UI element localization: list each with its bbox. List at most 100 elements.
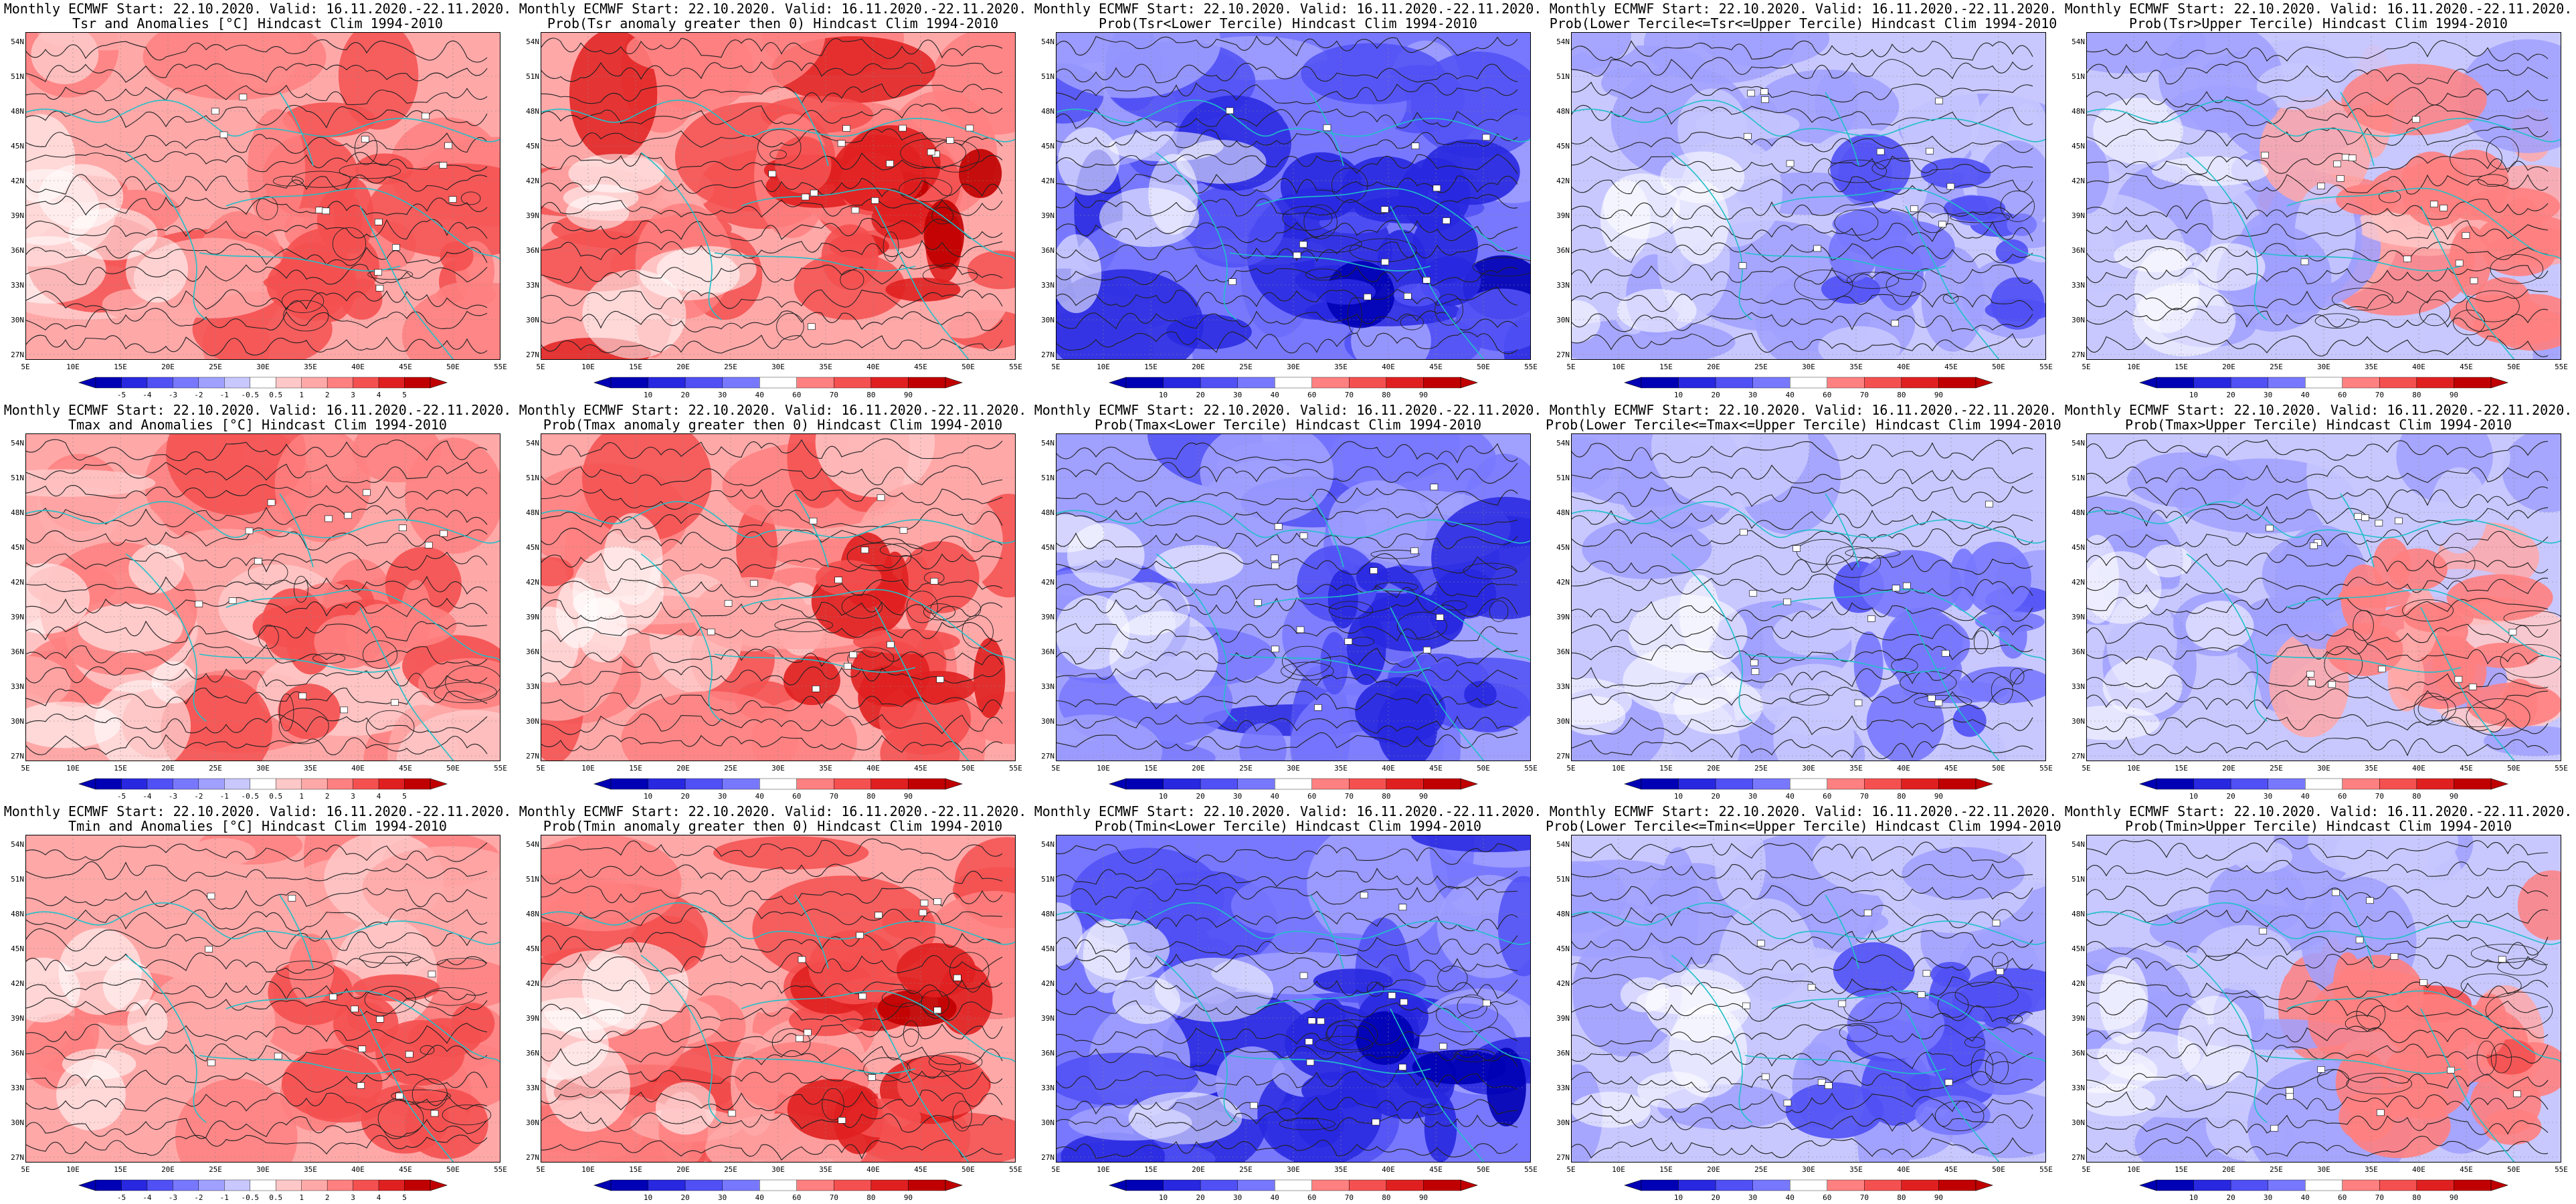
shading-core — [1828, 224, 1879, 282]
colorbar-segment — [121, 377, 148, 389]
lat-tick-label: 33N — [11, 682, 24, 691]
colorbar-segment — [759, 778, 797, 790]
colorbar-tick-label: 0.5 — [269, 391, 283, 399]
lon-tick-label: 55E — [2555, 1165, 2568, 1174]
terrain-contour — [391, 1089, 451, 1103]
coastline — [2340, 894, 2375, 969]
terrain-contour — [377, 1100, 424, 1137]
lon-tick-label: 5E — [2082, 1165, 2091, 1174]
shading-blob — [1773, 696, 1855, 761]
lon-tick-label: 50E — [961, 764, 975, 773]
colorbar-segment — [2379, 377, 2417, 389]
coastline — [199, 1055, 401, 1074]
lon-tick-label: 45E — [399, 764, 412, 773]
station-marker — [2317, 1066, 2325, 1073]
terrain-contour — [2477, 174, 2508, 187]
isotherm-contour — [1056, 241, 1518, 262]
coastline — [741, 990, 916, 1009]
lat-tick-label: 42N — [11, 979, 24, 988]
coastline — [2086, 100, 2308, 137]
coastline — [1276, 920, 1531, 945]
shading-core — [1949, 548, 1979, 611]
colorbar-segment — [684, 1179, 723, 1191]
station-marker — [812, 686, 820, 692]
colorbar-segment — [2416, 377, 2454, 389]
lat-tick-label: 33N — [11, 281, 24, 290]
station-marker — [298, 692, 307, 700]
colorbar-segment — [276, 377, 302, 389]
shading-blob — [1571, 436, 1614, 493]
colorbar-segment — [1386, 778, 1424, 790]
shading-core — [881, 551, 909, 614]
shading-core — [1393, 284, 1441, 307]
shading-blob — [2517, 870, 2561, 940]
colorbar-segment — [2454, 377, 2492, 389]
station-marker — [1786, 160, 1795, 167]
station-marker — [1749, 590, 1758, 597]
isotherm-contour — [2086, 736, 2549, 757]
colorbar-tick-label: 80 — [1382, 391, 1391, 399]
lon-tick-label: 25E — [1239, 764, 1253, 773]
lon-tick-label: 55E — [2039, 764, 2053, 773]
coastline — [1256, 187, 1431, 207]
colorbar-segment — [1752, 778, 1790, 790]
coastline — [199, 654, 401, 673]
coastline — [1156, 152, 1237, 320]
isotherm-contour — [2086, 87, 2549, 108]
terrain-contour — [354, 132, 378, 165]
station-marker — [219, 131, 228, 138]
colorbar-tick-label: 10 — [1673, 1193, 1683, 1202]
terrain-contour — [899, 177, 953, 202]
colorbar-segment — [1901, 377, 1939, 389]
station-marker — [1422, 277, 1431, 284]
colorbar-segment — [1641, 778, 1679, 790]
colorbar-tick-label: -1 — [219, 792, 229, 801]
colorbar-tick-label: 5 — [402, 792, 407, 801]
terrain-contour — [1885, 272, 1926, 297]
neutral-area — [25, 114, 76, 203]
colorbar-tick-label: -5 — [116, 1193, 126, 1202]
lon-tick-label: 50E — [1992, 363, 2005, 371]
isotherm-contour — [2086, 1069, 2549, 1092]
lat-tick-label: 48N — [1556, 910, 1570, 918]
station-marker — [851, 207, 860, 214]
coastline — [875, 205, 970, 360]
lon-tick-label: 45E — [1429, 1165, 1443, 1174]
terrain-contour — [952, 1100, 972, 1132]
colorbar-segment — [2305, 778, 2342, 790]
terrain-contour — [282, 289, 325, 313]
lon-tick-label: 40E — [866, 764, 880, 773]
coastline — [2186, 553, 2268, 722]
isotherm-contour — [2086, 885, 2549, 907]
shading-core — [1313, 969, 1393, 994]
neutral-area — [1571, 696, 1626, 736]
station-marker — [1854, 699, 1863, 706]
lon-tick-label: 10E — [66, 764, 80, 773]
lat-tick-label: 30N — [2072, 316, 2085, 324]
shading-core — [1865, 221, 1955, 273]
shading-blob — [1571, 861, 1627, 934]
terrain-contour — [2344, 1015, 2381, 1033]
shading-blob — [2390, 717, 2455, 753]
lat-tick-label: 48N — [11, 508, 24, 517]
lon-tick-label: 25E — [1239, 1165, 1253, 1174]
station-marker — [953, 974, 961, 981]
colorbar-tick-label: 0.5 — [269, 1193, 283, 1202]
station-marker — [1482, 999, 1491, 1007]
colorbar-left-arrow — [1624, 377, 1642, 389]
terrain-contour — [822, 1088, 844, 1120]
lon-tick-label: 15E — [1659, 363, 1673, 371]
isotherm-contour — [25, 979, 488, 1001]
terrain-contour — [906, 591, 938, 623]
neutral-area — [2086, 551, 2162, 624]
terrain-contour — [442, 1104, 492, 1126]
isotherm-contour — [25, 1023, 488, 1044]
shading-core — [787, 1079, 879, 1140]
station-marker — [1946, 183, 1955, 190]
colorbar-segment — [1237, 377, 1275, 389]
station-marker — [1838, 1000, 1847, 1007]
shading-blob — [1307, 835, 1449, 950]
colorbar-segment — [2230, 377, 2268, 389]
shading-core — [974, 637, 1006, 718]
colorbar-segment — [1901, 778, 1939, 790]
